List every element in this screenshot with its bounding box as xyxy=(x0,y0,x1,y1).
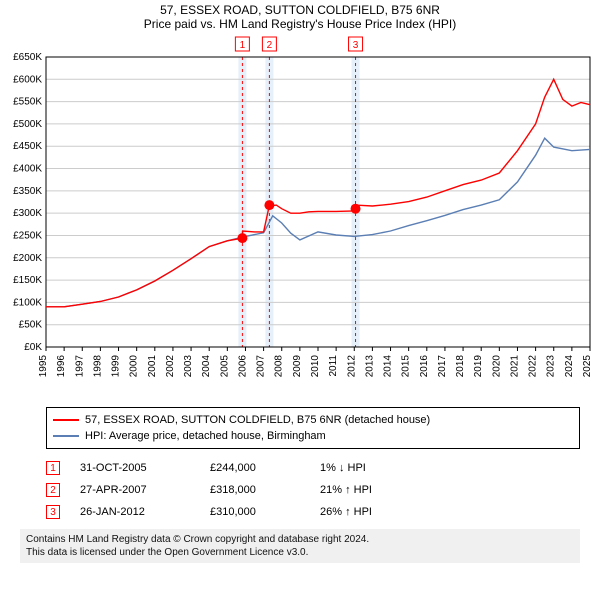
svg-text:£0K: £0K xyxy=(24,342,42,353)
svg-text:2: 2 xyxy=(267,40,273,51)
legend-item: HPI: Average price, detached house, Birm… xyxy=(53,428,573,444)
svg-text:2013: 2013 xyxy=(364,355,375,378)
svg-text:2001: 2001 xyxy=(147,355,158,378)
event-marker-icon: 3 xyxy=(46,505,60,519)
svg-text:2020: 2020 xyxy=(491,355,502,378)
event-marker-icon: 1 xyxy=(46,461,60,475)
svg-text:1997: 1997 xyxy=(74,355,85,378)
event-marker-icon: 2 xyxy=(46,483,60,497)
svg-text:2012: 2012 xyxy=(346,355,357,378)
svg-text:2006: 2006 xyxy=(237,355,248,378)
svg-text:2022: 2022 xyxy=(528,355,539,378)
svg-text:1998: 1998 xyxy=(92,355,103,378)
svg-text:2002: 2002 xyxy=(165,355,176,378)
svg-text:£550K: £550K xyxy=(13,97,42,108)
svg-text:1999: 1999 xyxy=(111,355,122,378)
svg-text:3: 3 xyxy=(353,40,359,51)
svg-text:2016: 2016 xyxy=(419,355,430,378)
svg-text:£250K: £250K xyxy=(13,230,42,241)
svg-text:£100K: £100K xyxy=(13,297,42,308)
svg-text:2019: 2019 xyxy=(473,355,484,378)
attribution-footer: Contains HM Land Registry data © Crown c… xyxy=(20,529,580,563)
svg-text:£650K: £650K xyxy=(13,52,42,63)
event-price: £318,000 xyxy=(210,484,300,496)
event-date: 26-JAN-2012 xyxy=(80,506,190,518)
svg-text:2005: 2005 xyxy=(219,355,230,378)
chart-area: £0K £50K £100K £150K £200K £250K £300K £350K £40… xyxy=(0,31,600,401)
svg-text:£200K: £200K xyxy=(13,253,42,264)
svg-text:2011: 2011 xyxy=(328,355,339,377)
event-pct: 21% ↑ HPI xyxy=(320,484,440,496)
line-chart: £0K £50K £100K £150K £200K £250K £300K £350K £40… xyxy=(0,31,600,401)
svg-text:1995: 1995 xyxy=(38,355,49,378)
svg-text:2025: 2025 xyxy=(582,355,593,378)
legend-label: 57, ESSEX ROAD, SUTTON COLDFIELD, B75 6N… xyxy=(85,414,430,426)
svg-text:2023: 2023 xyxy=(546,355,557,378)
event-date: 31-OCT-2005 xyxy=(80,462,190,474)
svg-text:2018: 2018 xyxy=(455,355,466,378)
svg-text:2010: 2010 xyxy=(310,355,321,378)
svg-text:2004: 2004 xyxy=(201,355,212,378)
footer-line: Contains HM Land Registry data © Crown c… xyxy=(26,533,574,546)
chart-titles: 57, ESSEX ROAD, SUTTON COLDFIELD, B75 6N… xyxy=(0,0,600,31)
event-pct: 26% ↑ HPI xyxy=(320,506,440,518)
svg-text:2007: 2007 xyxy=(256,355,267,378)
svg-text:£150K: £150K xyxy=(13,275,42,286)
svg-text:2003: 2003 xyxy=(183,355,194,378)
svg-text:£350K: £350K xyxy=(13,186,42,197)
legend: 57, ESSEX ROAD, SUTTON COLDFIELD, B75 6N… xyxy=(46,407,580,449)
svg-text:1996: 1996 xyxy=(56,355,67,378)
legend-item: 57, ESSEX ROAD, SUTTON COLDFIELD, B75 6N… xyxy=(53,412,573,428)
svg-text:2014: 2014 xyxy=(383,355,394,378)
event-pct: 1% ↓ HPI xyxy=(320,462,440,474)
svg-text:2000: 2000 xyxy=(129,355,140,378)
svg-text:2015: 2015 xyxy=(401,355,412,378)
svg-text:£500K: £500K xyxy=(13,119,42,130)
event-date: 27-APR-2007 xyxy=(80,484,190,496)
svg-text:£50K: £50K xyxy=(19,320,43,331)
event-row: 2 27-APR-2007 £318,000 21% ↑ HPI xyxy=(46,479,580,501)
svg-text:£400K: £400K xyxy=(13,164,42,175)
svg-text:2009: 2009 xyxy=(292,355,303,378)
svg-text:£450K: £450K xyxy=(13,141,42,152)
svg-text:2021: 2021 xyxy=(509,355,520,378)
chart-subtitle: Price paid vs. HM Land Registry's House … xyxy=(0,17,600,31)
event-price: £310,000 xyxy=(210,506,300,518)
svg-text:1: 1 xyxy=(240,40,246,51)
svg-text:£300K: £300K xyxy=(13,208,42,219)
svg-text:2017: 2017 xyxy=(437,355,448,378)
event-row: 1 31-OCT-2005 £244,000 1% ↓ HPI xyxy=(46,457,580,479)
svg-text:2008: 2008 xyxy=(274,355,285,378)
legend-swatch xyxy=(53,419,79,421)
legend-swatch xyxy=(53,435,79,437)
event-price: £244,000 xyxy=(210,462,300,474)
svg-text:2024: 2024 xyxy=(564,355,575,378)
footer-line: This data is licensed under the Open Gov… xyxy=(26,546,574,559)
svg-text:£600K: £600K xyxy=(13,74,42,85)
event-row: 3 26-JAN-2012 £310,000 26% ↑ HPI xyxy=(46,501,580,523)
event-table: 1 31-OCT-2005 £244,000 1% ↓ HPI 2 27-APR… xyxy=(46,457,580,523)
legend-label: HPI: Average price, detached house, Birm… xyxy=(85,430,326,442)
chart-title: 57, ESSEX ROAD, SUTTON COLDFIELD, B75 6N… xyxy=(0,3,600,17)
